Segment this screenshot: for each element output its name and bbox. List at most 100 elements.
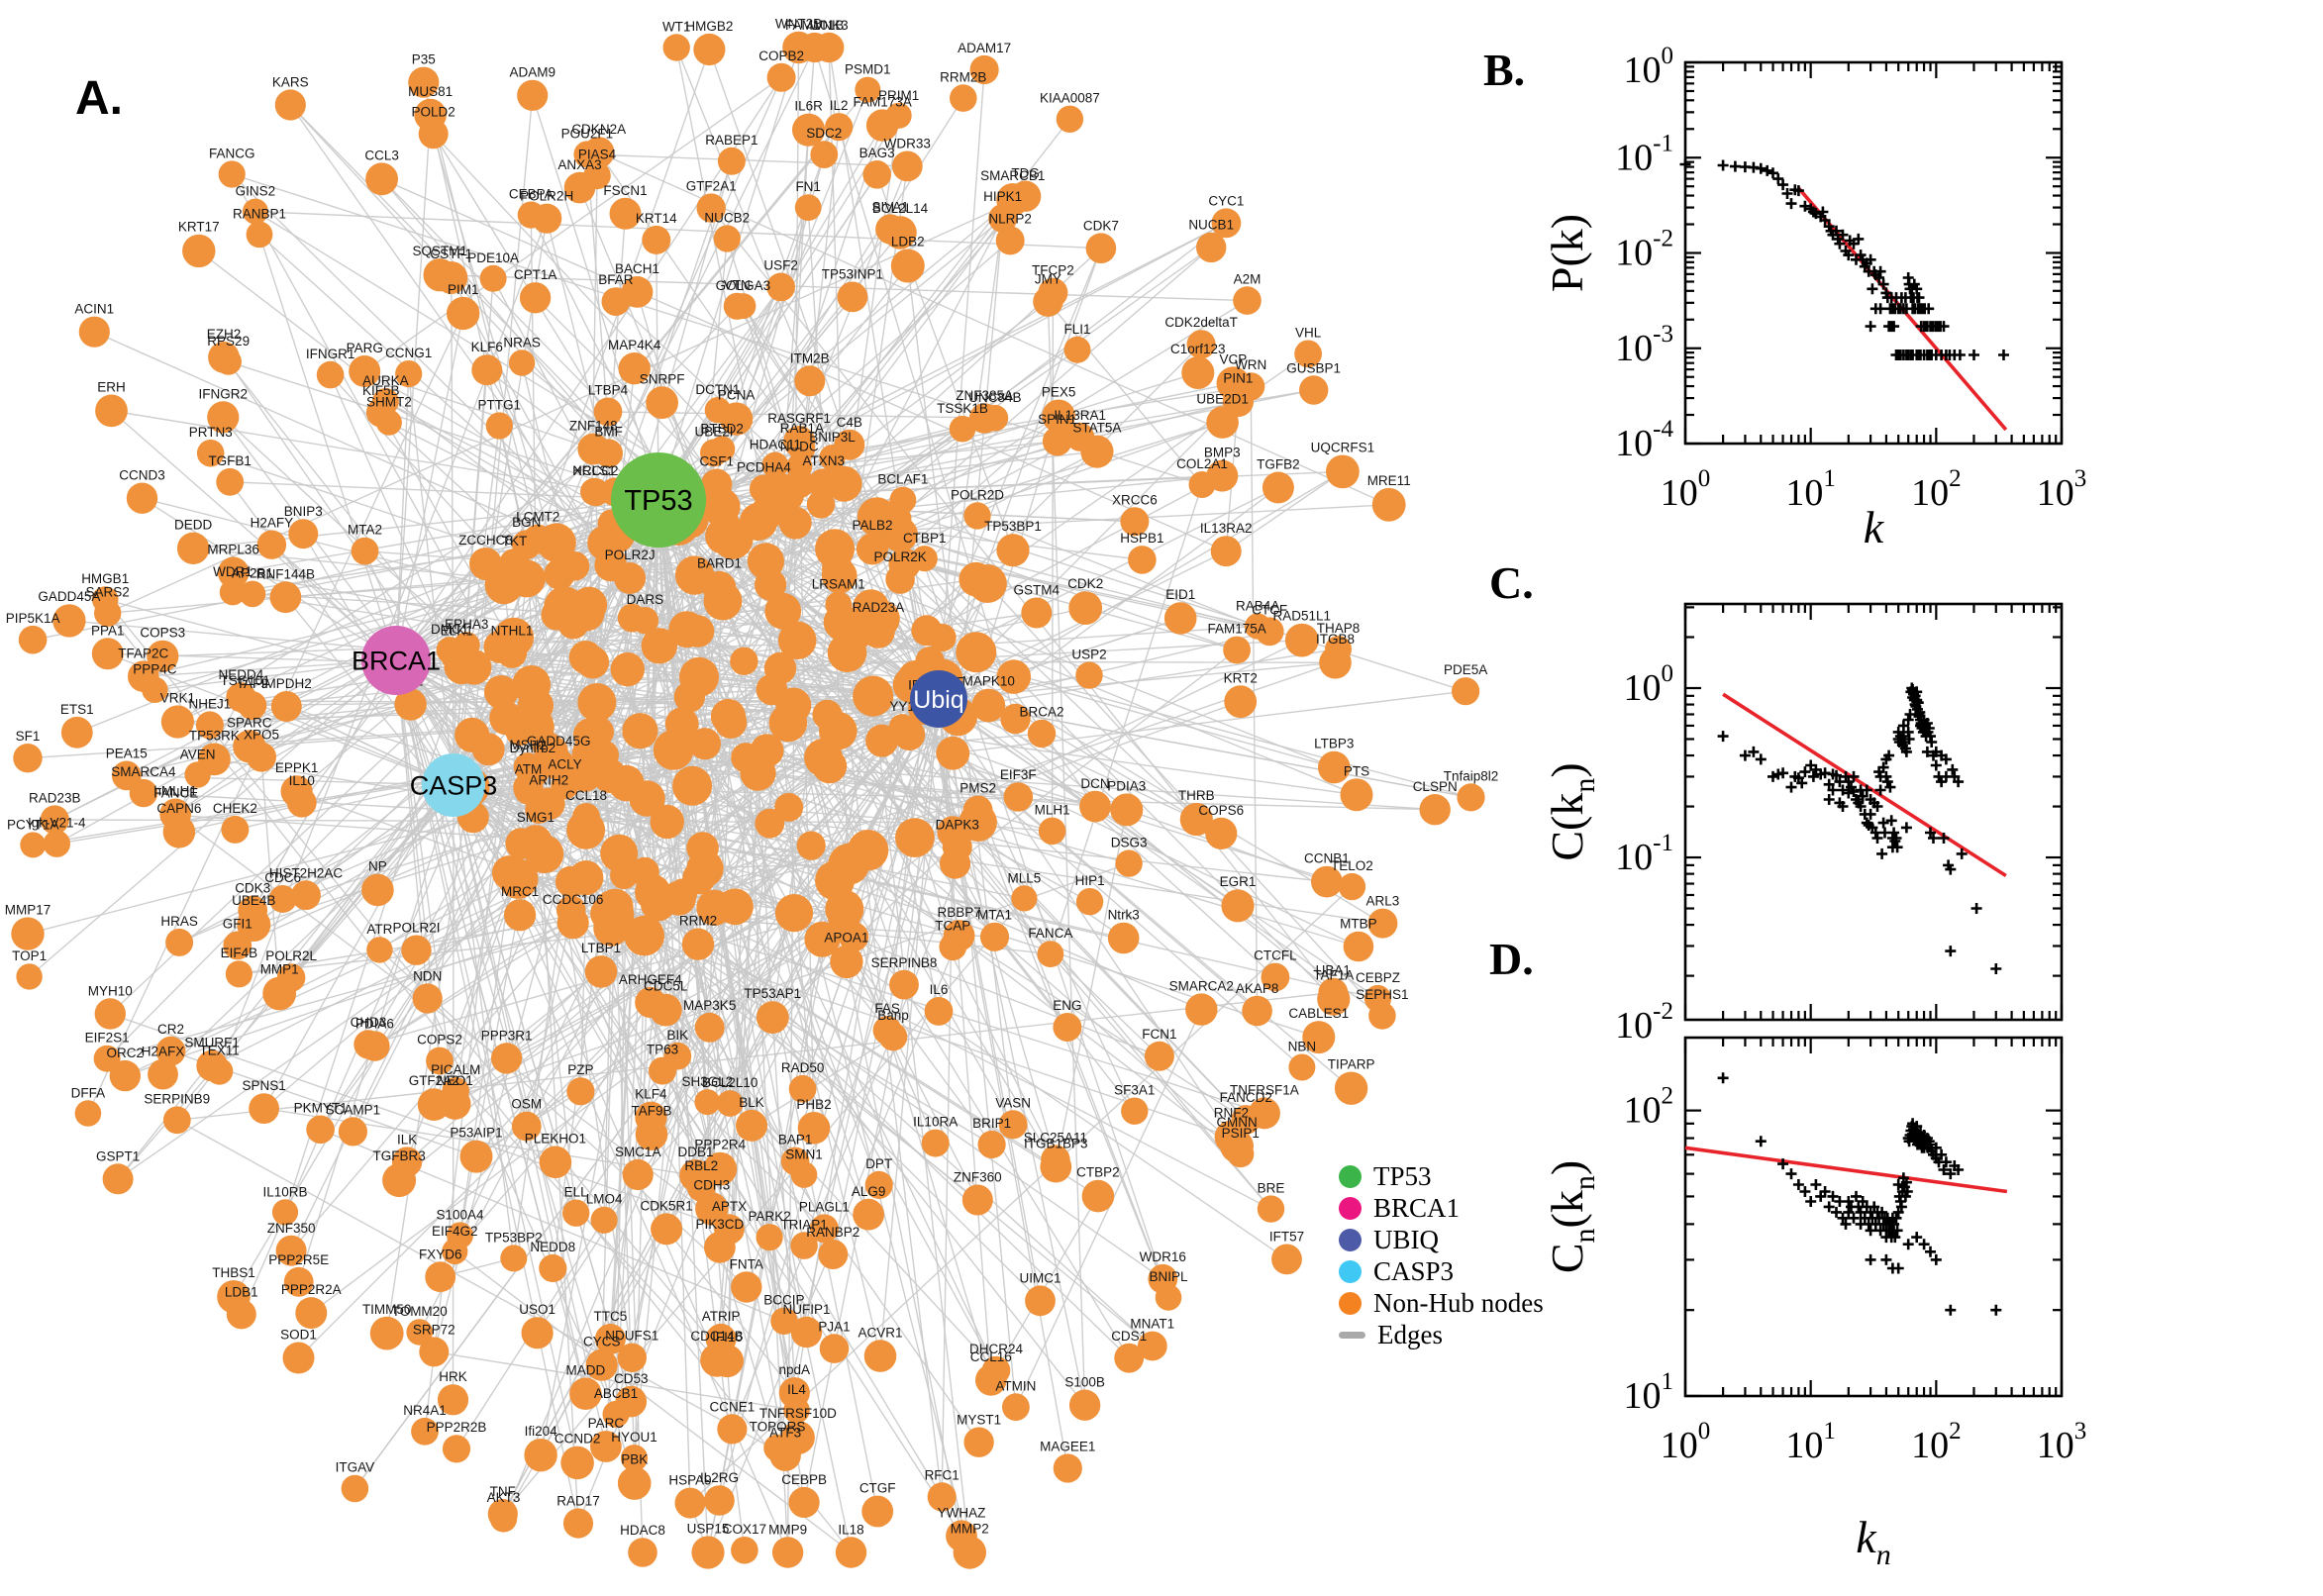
gene-label: ITM2B xyxy=(790,350,830,365)
gene-label: THBS1 xyxy=(212,1265,255,1280)
gene-label: SEPHS1 xyxy=(1356,987,1408,1002)
gene-node xyxy=(601,287,631,316)
gene-node xyxy=(774,792,804,822)
gene-node xyxy=(617,1466,652,1500)
gene-label: ATXN3 xyxy=(802,453,845,468)
gene-node xyxy=(359,1031,390,1061)
gene-node xyxy=(628,1538,657,1567)
gene-node xyxy=(239,580,266,608)
gene-label: USP15 xyxy=(687,1521,730,1536)
gene-node xyxy=(508,349,536,376)
gene-node xyxy=(569,1377,602,1410)
gene-node xyxy=(770,1307,798,1336)
node-swatch-icon xyxy=(1339,1259,1362,1283)
gene-label: EPPK1 xyxy=(275,760,319,775)
gene-label: TSG101 xyxy=(220,673,269,688)
gene-node xyxy=(1221,889,1255,923)
gene-node xyxy=(749,474,778,504)
gene-node xyxy=(617,1343,647,1373)
gene-node xyxy=(736,1109,767,1142)
gene-label: HIST2H2AC xyxy=(269,865,344,880)
gene-node xyxy=(608,764,645,802)
gene-node xyxy=(1242,995,1272,1027)
gene-node xyxy=(717,1414,748,1445)
gene-label: MRE11 xyxy=(1367,473,1411,488)
gene-label: RAD17 xyxy=(556,1494,600,1509)
gene-node xyxy=(147,640,179,672)
gene-label: PIP5K1A xyxy=(6,611,60,626)
gene-label: POLR2K xyxy=(873,549,926,564)
gene-label: IL13RA1 xyxy=(1054,408,1106,423)
gene-label: IL10 xyxy=(289,773,315,788)
gene-label: MYH10 xyxy=(88,983,133,998)
gene-node xyxy=(891,150,923,182)
node-swatch-icon xyxy=(1339,1164,1362,1188)
gene-label: IL6 xyxy=(930,982,949,997)
legend-label: Non-Hub nodes xyxy=(1373,1287,1544,1318)
gene-label: FANCG xyxy=(209,146,255,160)
gene-node xyxy=(835,1537,867,1568)
y-axis-title: C(kn) xyxy=(1542,762,1601,860)
gene-node xyxy=(862,160,891,189)
gene-node xyxy=(1038,277,1068,308)
gene-label: WNT2B xyxy=(775,17,822,32)
gene-node xyxy=(176,532,210,564)
gene-node xyxy=(423,258,456,292)
gene-node xyxy=(804,921,841,957)
gene-node xyxy=(1079,790,1111,823)
gene-label: SDC2 xyxy=(806,126,842,141)
gene-node xyxy=(768,703,808,743)
legend-label: Edges xyxy=(1377,1319,1443,1349)
gene-node xyxy=(883,216,917,249)
gene-label: PPP2R2A xyxy=(281,1282,342,1297)
gene-label: Ifi204 xyxy=(525,1424,558,1439)
gene-node xyxy=(184,761,211,788)
gene-node xyxy=(693,33,726,66)
gene-label: PCYT1A xyxy=(7,817,59,832)
gene-node xyxy=(1317,982,1351,1016)
gene-label: LTBP3 xyxy=(1314,737,1354,751)
gene-node xyxy=(590,1206,618,1234)
gene-node xyxy=(1121,1097,1149,1125)
gene-node xyxy=(262,976,297,1011)
gene-label: CDH3 xyxy=(693,1177,730,1192)
gene-label: S100A4 xyxy=(436,1207,484,1222)
gene-node xyxy=(1334,1071,1368,1105)
gene-node xyxy=(270,691,302,722)
gene-label: ARL3 xyxy=(1366,894,1400,909)
gene-label: DDB1 xyxy=(677,1145,713,1159)
gene-label: CCND2 xyxy=(555,1432,601,1446)
gene-node xyxy=(861,615,895,648)
gene-node xyxy=(1002,1393,1030,1422)
gene-node xyxy=(20,832,47,858)
gene-node xyxy=(711,1345,744,1378)
gene-label: ABCB1 xyxy=(594,1386,638,1401)
gene-label: SF3A1 xyxy=(1114,1082,1155,1097)
gene-label: TFAP2C xyxy=(118,646,168,660)
gene-label: MAPK10 xyxy=(962,674,1015,689)
gene-label: EIF2S1 xyxy=(85,1031,130,1046)
gene-node xyxy=(249,1093,279,1124)
gene-label: GSTM4 xyxy=(1014,583,1060,598)
gene-label: NTHL1 xyxy=(491,624,534,639)
gene-label: RBL2 xyxy=(684,1158,718,1173)
gene-label: CDK3 xyxy=(235,881,270,896)
gene-node xyxy=(822,552,853,584)
gene-node xyxy=(704,1231,736,1263)
gene-node xyxy=(915,647,945,676)
hub-layer: TP53 BRCA1 CASP3 Ubiq xyxy=(352,452,967,817)
gene-label: UBE2D1 xyxy=(1196,391,1249,406)
node-labels-layer: TP53RK KIAA0087 THAP8 CDC14B MAGEE1 DHCR24 TP5… xyxy=(5,17,1499,1538)
gene-label: H2AFX xyxy=(142,1045,185,1059)
gene-node xyxy=(1338,872,1366,901)
legend-label: BRCA1 xyxy=(1373,1192,1461,1223)
gene-node xyxy=(889,969,919,1000)
gene-label: LDB2 xyxy=(891,235,925,249)
gene-node xyxy=(614,562,647,594)
gene-node xyxy=(834,429,865,460)
gene-node xyxy=(998,1110,1028,1140)
gene-node xyxy=(1233,286,1262,315)
gene-label: NEDD8 xyxy=(530,1240,575,1254)
gene-label: CCNE1 xyxy=(710,1399,756,1414)
gene-node xyxy=(288,519,319,549)
